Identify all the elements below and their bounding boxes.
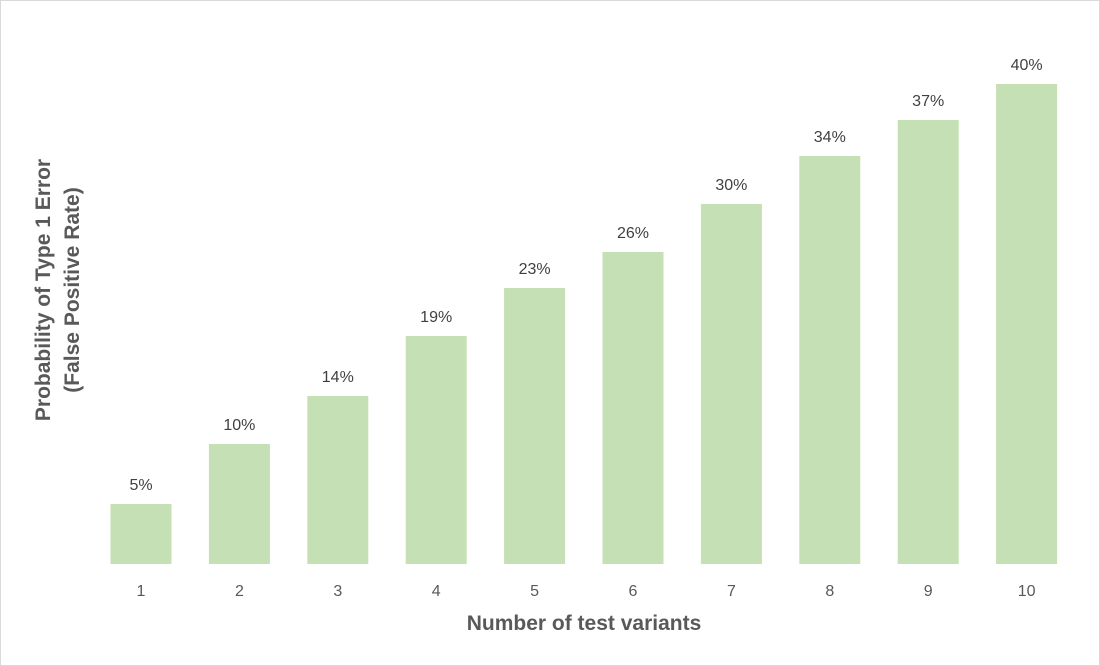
y-axis-title-line2: (False Positive Rate) [61,187,84,392]
x-tick-label-1: 1 [137,583,146,600]
data-label-4: 19% [420,309,452,326]
x-tick-labels-group: 1 2 3 4 5 6 7 8 9 10 [137,583,1036,600]
bar-8 [799,156,861,564]
data-label-8: 34% [814,129,846,146]
x-tick-label-10: 10 [1018,583,1036,600]
y-axis-title-line1: Probability of Type 1 Error [32,159,55,421]
bar-5 [504,288,566,564]
data-labels-group: 5% 10% 14% 19% 23% 26% 30% 34% 37% 40% [129,57,1042,494]
data-label-5: 23% [519,261,551,278]
x-tick-label-6: 6 [629,583,638,600]
bar-4 [405,336,467,564]
x-tick-label-5: 5 [530,583,539,600]
bar-3 [307,396,369,564]
bar-10 [996,84,1058,564]
bar-2 [208,444,270,564]
bar-7 [700,204,762,564]
data-label-1: 5% [129,477,152,494]
data-label-3: 14% [322,369,354,386]
x-tick-label-8: 8 [825,583,834,600]
x-tick-label-9: 9 [924,583,933,600]
x-tick-label-2: 2 [235,583,244,600]
data-label-6: 26% [617,225,649,242]
data-label-10: 40% [1011,57,1043,74]
data-label-7: 30% [715,177,747,194]
x-tick-label-3: 3 [333,583,342,600]
data-label-9: 37% [912,93,944,110]
x-tick-label-7: 7 [727,583,736,600]
bar-1 [110,504,172,564]
bars-group [110,84,1058,564]
bar-6 [602,252,664,564]
x-axis-title: Number of test variants [467,612,702,635]
x-tick-label-4: 4 [432,583,441,600]
data-label-2: 10% [223,417,255,434]
bar-9 [897,120,959,564]
